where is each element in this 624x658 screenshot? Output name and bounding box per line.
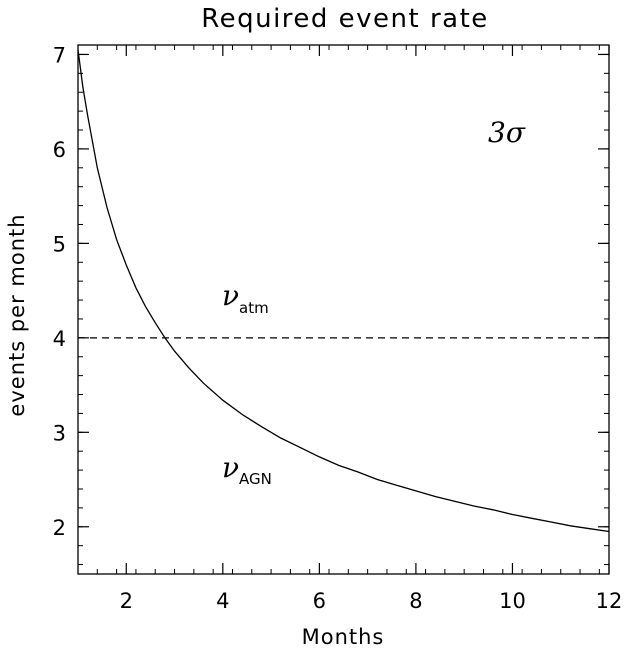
x-tick-labels: 2 4 6 8 10 12 (120, 589, 623, 613)
plot-border (77, 44, 610, 575)
x-tick-label: 8 (409, 589, 422, 613)
agn-required-rate-line (77, 49, 610, 533)
significance-label: 3σ (488, 116, 526, 149)
x-tick-label: 2 (120, 589, 133, 613)
x-tick-label: 6 (313, 589, 326, 613)
major-ticks (78, 45, 610, 574)
x-tick-label: 4 (216, 589, 229, 613)
y-tick-label: 7 (53, 43, 66, 67)
y-tick-label: 5 (53, 232, 66, 256)
agn-label: ν AGN (222, 451, 272, 488)
y-tick-labels: 2 3 4 5 6 7 (53, 43, 66, 539)
x-tick-label: 12 (596, 589, 623, 613)
chart-title: Required event rate (201, 4, 489, 34)
y-tick-label: 3 (53, 421, 66, 445)
agn-nu-symbol: ν (222, 451, 239, 484)
y-tick-label: 6 (53, 138, 66, 162)
atm-nu-symbol: ν (222, 279, 239, 312)
y-axis-label: events per month (5, 213, 29, 416)
y-tick-label: 2 (53, 516, 66, 540)
x-tick-label: 10 (499, 589, 526, 613)
y-tick-label: 4 (53, 327, 66, 351)
atm-label: ν atm (222, 279, 269, 317)
atm-subscript: atm (239, 299, 269, 317)
plot-frame (77, 44, 610, 575)
x-axis-label: Months (302, 625, 385, 649)
agn-subscript: AGN (239, 470, 272, 488)
